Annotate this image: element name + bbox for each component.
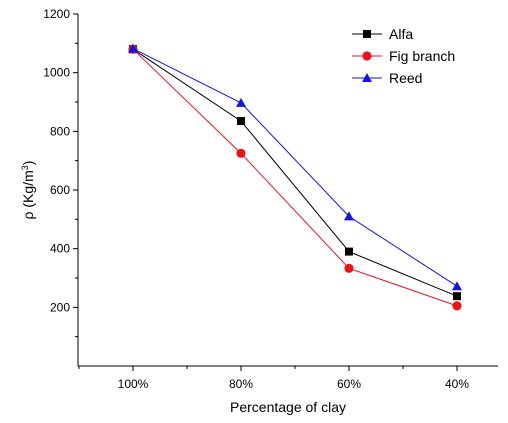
x-ticks: 100% 80% 60% 40% (78, 366, 469, 391)
circle-marker (236, 148, 246, 158)
square-marker (345, 247, 353, 256)
y-axis-title-close: ) (20, 161, 36, 166)
legend-item: Reed (352, 70, 422, 86)
x-tick-label: 80% (229, 377, 253, 391)
y-axis-title-superscript: 3 (20, 165, 30, 170)
y-ticks: 200 400 600 800 1000 1200 (43, 7, 78, 338)
series-line (132, 48, 458, 307)
y-tick-label: 1200 (43, 7, 70, 21)
series-line (132, 48, 458, 297)
legend-item: Fig branch (352, 48, 455, 64)
x-tick-label: 60% (337, 377, 361, 391)
triangle-marker (128, 43, 138, 53)
series-layer (128, 43, 462, 311)
square-marker (453, 292, 461, 301)
legend-label: Fig branch (389, 48, 455, 64)
y-tick-label: 800 (50, 124, 70, 138)
legend-item: Alfa (352, 26, 413, 42)
y-axis-title-main: ρ (Kg/m (20, 170, 36, 219)
y-tick-label: 600 (50, 183, 70, 197)
legend: Alfa Fig branch Reed (352, 26, 455, 86)
circle-marker (362, 51, 372, 61)
y-tick-label: 400 (50, 242, 70, 256)
circle-marker (452, 301, 462, 311)
axes (77, 14, 498, 367)
legend-label: Reed (389, 70, 422, 86)
y-tick-label: 200 (50, 300, 70, 314)
series-line (132, 48, 458, 287)
square-marker (237, 117, 245, 126)
circle-marker (344, 263, 354, 273)
x-axis-title: Percentage of clay (230, 399, 346, 415)
x-tick-label: 100% (118, 377, 149, 391)
triangle-marker (452, 281, 462, 291)
series-reed (128, 43, 462, 291)
legend-label: Alfa (389, 26, 413, 42)
triangle-marker (344, 211, 354, 221)
triangle-marker (362, 73, 372, 82)
x-tick-label: 40% (445, 377, 469, 391)
y-axis-title: ρ (Kg/m3) (20, 161, 36, 220)
y-tick-label: 1000 (43, 66, 70, 80)
triangle-marker (236, 97, 246, 107)
square-marker (363, 30, 371, 38)
